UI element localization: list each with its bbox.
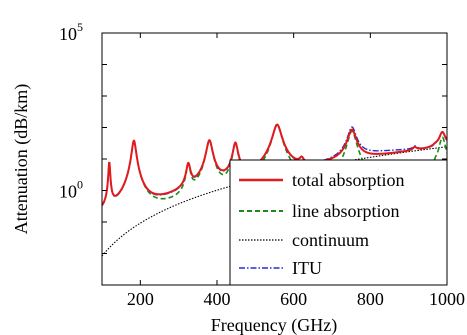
legend: total absorption line absorption continu… — [229, 159, 448, 286]
x-tick-label: 400 — [204, 289, 231, 309]
x-axis-title: Frequency (GHz) — [211, 315, 337, 335]
legend-label-itu: ITU — [292, 258, 322, 278]
y-axis-label: Attenuation (dB/km) — [11, 84, 32, 234]
y-tick-exponent: 0 — [77, 178, 83, 192]
y-tick-base: 10 — [59, 182, 77, 202]
y-tick-base: 10 — [59, 24, 77, 44]
x-tick-label: 800 — [357, 289, 384, 309]
legend-label-line: line absorption — [292, 201, 399, 221]
y-tick-label: 105 — [59, 20, 83, 44]
legend-label-continuum: continuum — [292, 230, 369, 250]
y-tick-exponent: 5 — [77, 20, 83, 34]
y-axis-title: Attenuation (dB/km) — [11, 84, 32, 234]
y-tick-label: 100 — [59, 178, 83, 202]
series-continuum — [102, 146, 447, 257]
x-tick-label: 200 — [127, 289, 154, 309]
x-tick-label: 1000 — [429, 289, 465, 309]
series-total-absorption — [102, 123, 447, 206]
legend-label-total: total absorption — [292, 170, 404, 190]
x-tick-label: 600 — [280, 289, 307, 309]
